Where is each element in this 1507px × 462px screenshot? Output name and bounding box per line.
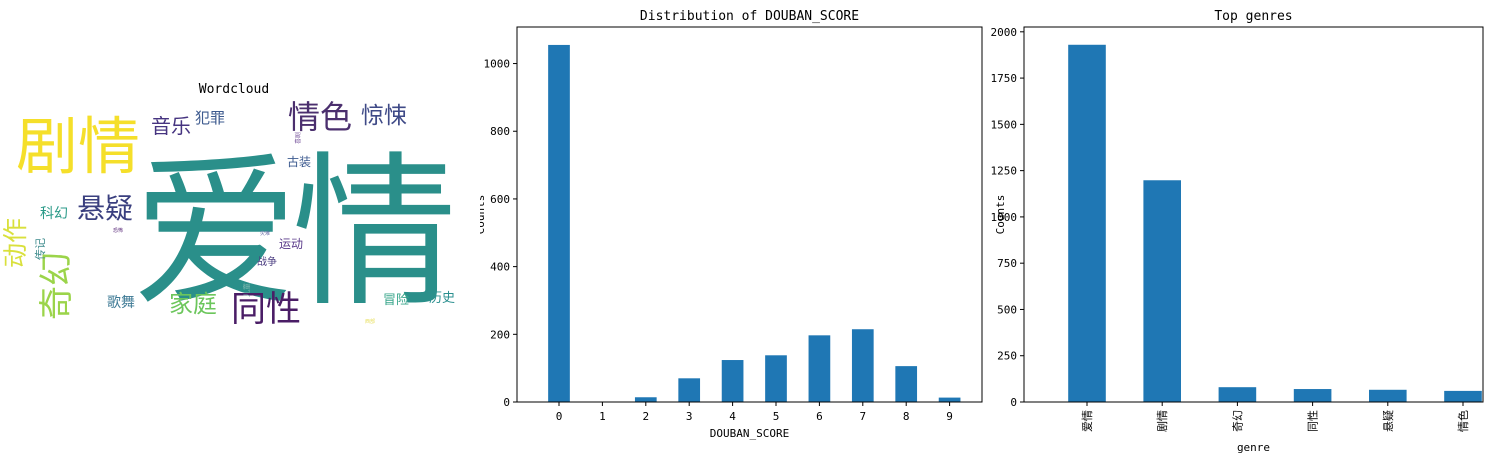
y-tick-label: 1500 (991, 118, 1018, 131)
y-tick-label: 1750 (991, 72, 1018, 85)
x-tick-label: 同性 (1306, 410, 1320, 432)
wordcloud-word: 灾难 (260, 230, 270, 237)
wordcloud-word: 悬疑 (77, 192, 133, 225)
y-axis-label: Counts (994, 195, 1007, 235)
wordcloud-word: 动作 (1, 218, 30, 268)
wordcloud-word: 儿童 (242, 283, 251, 297)
bar (1444, 390, 1482, 402)
wordcloud-word: 犯罪 (195, 109, 225, 127)
wordcloud-word: 冒险 (383, 293, 409, 308)
chart-title: Top genres (1214, 9, 1292, 24)
wordcloud-word: 恐怖 (113, 227, 123, 234)
bar (851, 329, 874, 402)
wordcloud-word: 运动 (279, 237, 303, 251)
x-tick-label: 剧情 (1156, 410, 1169, 432)
bar (721, 360, 744, 402)
bar (1143, 180, 1181, 402)
x-tick-label: 2 (642, 410, 649, 423)
y-tick-label: 500 (997, 303, 1017, 316)
top-genres-chart: Top genres 0 250 500 750 1000 1250 1500 1750 2000… (991, 9, 1484, 454)
y-axis-label: Counts (480, 195, 487, 235)
x-tick-label: 奇幻 (1231, 410, 1244, 432)
y-tick-label: 0 (1010, 396, 1017, 409)
chart-title: Distribution of DOUBAN_SCORE (640, 9, 859, 24)
bar (1218, 387, 1257, 402)
x-tick-label: 4 (729, 410, 736, 423)
wordcloud-word: 剧情 (16, 110, 140, 183)
y-tick-label: 800 (490, 125, 510, 138)
wordcloud-word: 传记 (34, 238, 47, 260)
y-tick-label: 1250 (991, 165, 1018, 178)
bar (634, 397, 657, 402)
y-tick-label: 1000 (484, 58, 511, 71)
y-tick-label: 200 (490, 328, 510, 341)
wordcloud-word: 音乐 (151, 114, 191, 138)
wordcloud-word: 家庭 (169, 290, 217, 318)
y-tick-label: 600 (490, 193, 510, 206)
x-tick-label: 7 (859, 410, 866, 423)
bar (678, 378, 701, 402)
x-axis-label: genre (1237, 441, 1270, 454)
x-tick-label: 6 (816, 410, 823, 423)
wordcloud-word: 爱情 (133, 137, 451, 329)
score-distribution-chart: Distribution of DOUBAN_SCORE020040060080… (480, 9, 983, 440)
y-tick-label: 1000 (991, 211, 1018, 224)
wordcloud-word: 同性 (231, 290, 301, 330)
bar (548, 44, 570, 403)
y-tick-label: 2000 (991, 26, 1018, 39)
wordcloud-word: 喜剧 (294, 132, 302, 144)
wordcloud-word: 历史 (429, 291, 455, 306)
wordcloud-word: 古装 (287, 154, 311, 169)
bar (765, 355, 787, 402)
y-tick-label: 750 (997, 257, 1017, 270)
bar (1293, 389, 1332, 402)
y-tick-label: 0 (503, 396, 510, 409)
bar (895, 366, 918, 402)
wordcloud-word: 情色 (288, 98, 352, 136)
x-tick-label: 爱情 (1081, 410, 1094, 432)
axes-frame (1023, 26, 1484, 403)
y-tick-label: 250 (997, 350, 1017, 363)
x-tick-label: 悬疑 (1382, 410, 1395, 432)
x-tick-label: 9 (946, 410, 953, 423)
x-tick-label: 3 (686, 410, 693, 423)
bar (808, 335, 831, 402)
wordcloud-word: 奇幻 (37, 252, 77, 320)
bar (938, 397, 961, 402)
x-tick-label: 1 (599, 410, 606, 423)
wordcloud-word: 西部 (365, 318, 375, 325)
x-axis-label: DOUBAN_SCORE (710, 427, 789, 440)
x-tick-label: 8 (903, 410, 910, 423)
wordcloud-word: 科幻 (40, 206, 68, 222)
bar (1068, 44, 1106, 402)
wordcloud-word: 战争 (257, 255, 277, 268)
x-tick-label: 5 (773, 410, 780, 423)
x-tick-label: 情色 (1456, 410, 1470, 432)
x-tick-label: 0 (556, 410, 563, 423)
y-tick-label: 400 (490, 261, 510, 274)
bar (1369, 389, 1407, 402)
wordcloud-word: 惊悚 (361, 103, 407, 129)
wordcloud-title: Wordcloud (199, 82, 269, 97)
axes-frame (516, 26, 983, 403)
wordcloud-word: 歌舞 (107, 295, 135, 311)
